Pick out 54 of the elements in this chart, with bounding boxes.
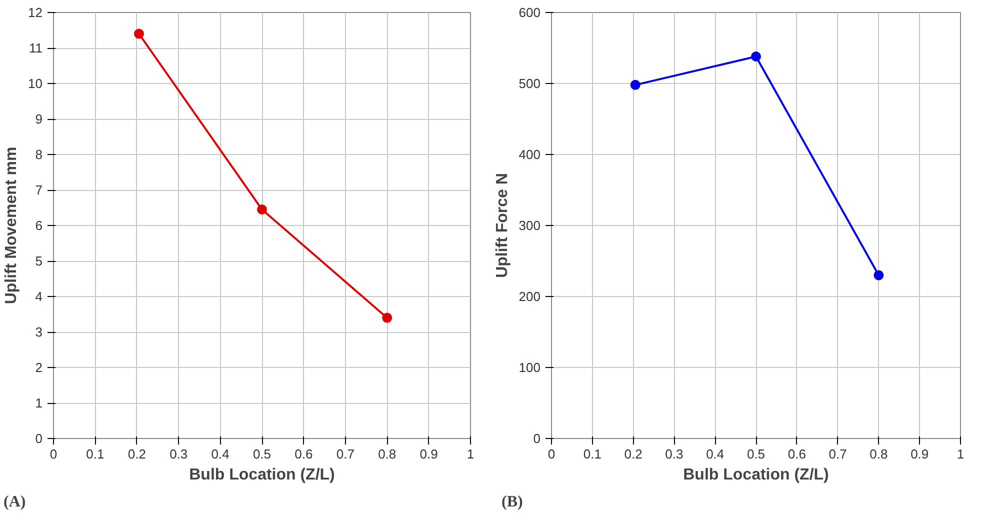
y-axis-title: Uplift Movement mm [3,146,20,304]
y-axis-title: Uplift Force N [494,173,511,278]
y-tick-label: 0 [35,431,43,446]
x-tick-label: 0 [50,446,58,462]
y-tick-label: 3 [35,324,43,340]
x-tick-label: 0.8 [378,446,396,462]
y-tick-label: 300 [518,218,541,233]
x-tick-label: 0.6 [788,446,806,462]
y-tick-label: 400 [518,147,541,162]
y-tick-label: 500 [518,76,541,91]
x-tick-label: 0.3 [170,446,188,462]
x-tick-label: 0.5 [746,446,766,462]
point [134,28,144,39]
x-tick-label: 0.5 [252,446,272,462]
point [874,270,884,280]
point [751,52,761,62]
y-tick-label: 8 [35,147,43,162]
y-tick-label: 0 [533,431,541,446]
y-tick-label: 9 [35,112,43,126]
x-tick-label: 1 [956,446,964,462]
y-tick-label: 4 [35,289,43,304]
x-tick-label: 0.6 [294,446,313,462]
y-tick-label: 200 [518,289,541,304]
x-tick-label: 0.9 [910,446,929,462]
point [382,312,392,323]
x-tick-label: 0.4 [706,446,724,462]
x-tick-label: 0.3 [665,446,684,462]
y-tick-label: 5 [35,254,43,268]
y-tick-label: 2 [35,360,43,375]
x-tick-label: 0.7 [336,446,354,462]
x-tick-label: 0.9 [420,446,438,462]
y-tick-label: 600 [518,5,541,20]
x-tick-label: 0.2 [624,446,642,462]
x-tick-label: 0.1 [583,446,602,462]
y-tick-label: 11 [29,40,43,56]
point [630,80,640,90]
text: (A) [4,494,26,510]
x-tick-label: 1 [466,446,474,462]
x-tick-label: 0.1 [86,446,104,462]
text: (B) [502,494,523,510]
x-tick-label: 0.4 [211,446,230,462]
x-tick-label: 0 [548,446,556,462]
x-axis-title: Bulb Location (Z/L) [189,466,335,484]
y-tick-label: 1 [35,396,43,410]
x-tick-label: 0.7 [828,446,847,462]
x-tick-label: 0.2 [128,446,146,462]
x-axis-title: Bulb Location (Z/L) [683,466,829,484]
x-tick-label: 0.8 [870,446,888,462]
y-tick-label: 7 [35,182,43,198]
point [257,204,267,215]
y-tick-label: 10 [28,76,43,91]
y-tick-label: 100 [518,360,541,375]
y-tick-label: 12 [28,5,43,20]
y-tick-label: 6 [35,218,43,233]
